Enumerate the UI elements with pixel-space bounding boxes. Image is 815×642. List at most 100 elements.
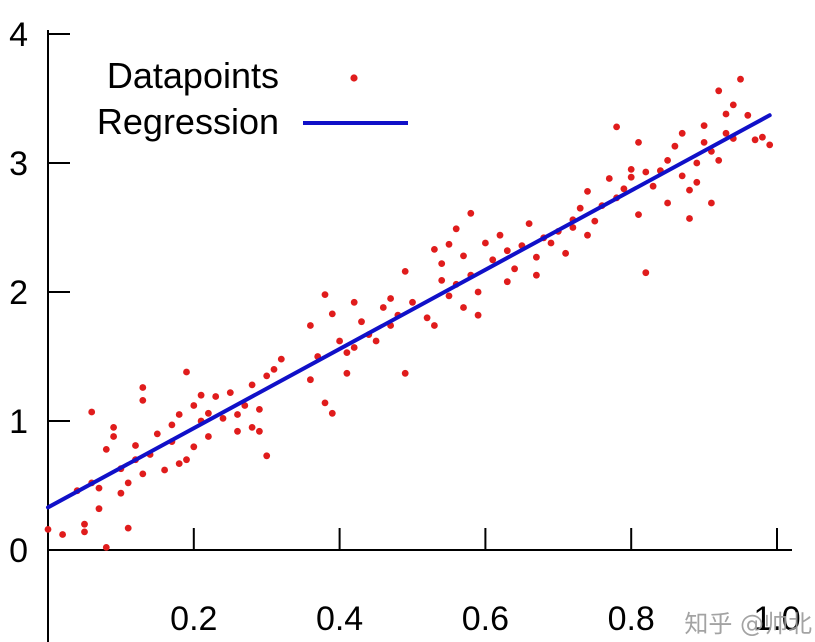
datapoint xyxy=(591,217,599,225)
datapoint xyxy=(44,526,52,533)
datapoint xyxy=(139,470,147,478)
datapoint xyxy=(533,271,540,279)
datapoint xyxy=(197,391,205,399)
datapoint xyxy=(664,157,671,164)
datapoint xyxy=(766,141,774,149)
datapoint xyxy=(350,298,358,306)
datapoint xyxy=(722,129,730,137)
datapoint xyxy=(205,409,212,417)
datapoint xyxy=(452,225,460,233)
datapoint xyxy=(95,505,103,513)
datapoint xyxy=(482,239,489,247)
datapoint xyxy=(605,175,613,182)
y-tick-label: 1 xyxy=(9,403,28,441)
datapoint xyxy=(168,421,176,429)
datapoint xyxy=(503,278,511,286)
datapoint xyxy=(569,224,577,231)
datapoint xyxy=(263,372,271,380)
datapoint xyxy=(584,188,591,195)
datapoint xyxy=(584,231,591,239)
datapoint xyxy=(161,466,169,474)
datapoint xyxy=(256,427,263,435)
datapoint xyxy=(620,185,628,193)
datapoint xyxy=(110,424,117,431)
y-tick-label: 4 xyxy=(9,16,28,54)
datapoint xyxy=(132,442,139,449)
datapoint xyxy=(627,166,635,173)
datapoint xyxy=(226,389,234,396)
datapoint xyxy=(212,393,220,400)
datapoint xyxy=(343,369,351,377)
datapoints-series xyxy=(44,75,774,551)
datapoint xyxy=(59,531,66,538)
datapoint xyxy=(686,186,693,194)
datapoint xyxy=(445,292,453,300)
datapoint xyxy=(270,366,278,373)
datapoint xyxy=(474,311,482,319)
datapoint xyxy=(328,310,336,318)
datapoint xyxy=(321,399,329,407)
datapoint xyxy=(124,524,132,532)
datapoint xyxy=(358,318,365,326)
regression-line xyxy=(46,113,772,510)
datapoint xyxy=(686,215,693,222)
datapoint xyxy=(715,157,723,164)
datapoint xyxy=(489,256,497,264)
datapoint xyxy=(678,172,686,180)
datapoint xyxy=(110,433,117,440)
datapoint xyxy=(423,314,431,322)
datapoint xyxy=(234,411,241,418)
datapoint xyxy=(678,129,686,137)
datapoint xyxy=(401,369,409,377)
datapoint xyxy=(511,265,518,273)
datapoint xyxy=(431,322,438,329)
datapoint xyxy=(81,520,88,528)
datapoint xyxy=(248,424,256,431)
datapoint xyxy=(350,344,358,351)
datapoint xyxy=(562,249,569,257)
datapoint xyxy=(379,304,387,311)
y-tick-label: 3 xyxy=(9,145,28,183)
datapoint xyxy=(321,291,329,298)
datapoint xyxy=(256,406,263,413)
datapoint xyxy=(190,402,198,409)
datapoint xyxy=(708,199,715,207)
datapoint xyxy=(183,368,190,376)
datapoint xyxy=(700,139,708,146)
datapoint xyxy=(576,204,584,212)
datapoint xyxy=(460,304,467,311)
x-tick-label: 0.4 xyxy=(316,600,363,638)
legend-marker-datapoints xyxy=(350,74,358,82)
x-tick-label: 0.2 xyxy=(170,600,217,638)
datapoint xyxy=(722,110,730,118)
datapoint xyxy=(649,182,657,190)
datapoint xyxy=(438,277,446,284)
y-tick-label: 0 xyxy=(9,532,28,570)
datapoint xyxy=(409,298,416,306)
watermark: 知乎 @帅北 xyxy=(684,610,812,638)
datapoint xyxy=(547,239,555,247)
datapoint xyxy=(277,355,285,363)
datapoint xyxy=(700,122,708,129)
legend-label-regression: Regression xyxy=(97,101,279,142)
datapoint xyxy=(139,384,147,391)
datapoint xyxy=(88,408,96,416)
x-tick-label: 1.0 xyxy=(753,600,800,638)
datapoint xyxy=(219,415,227,422)
datapoint xyxy=(401,268,409,275)
datapoint xyxy=(635,139,642,146)
datapoint xyxy=(503,247,511,255)
datapoint xyxy=(715,87,723,95)
datapoint xyxy=(613,123,620,131)
datapoint xyxy=(175,411,183,418)
datapoint xyxy=(533,253,540,261)
datapoint xyxy=(431,246,438,253)
datapoint xyxy=(102,544,110,551)
datapoint xyxy=(642,269,650,277)
axes xyxy=(47,30,792,642)
datapoint xyxy=(190,443,198,451)
datapoint xyxy=(343,349,351,356)
datapoint xyxy=(263,452,271,460)
datapoint xyxy=(248,381,256,389)
datapoint xyxy=(241,402,249,409)
